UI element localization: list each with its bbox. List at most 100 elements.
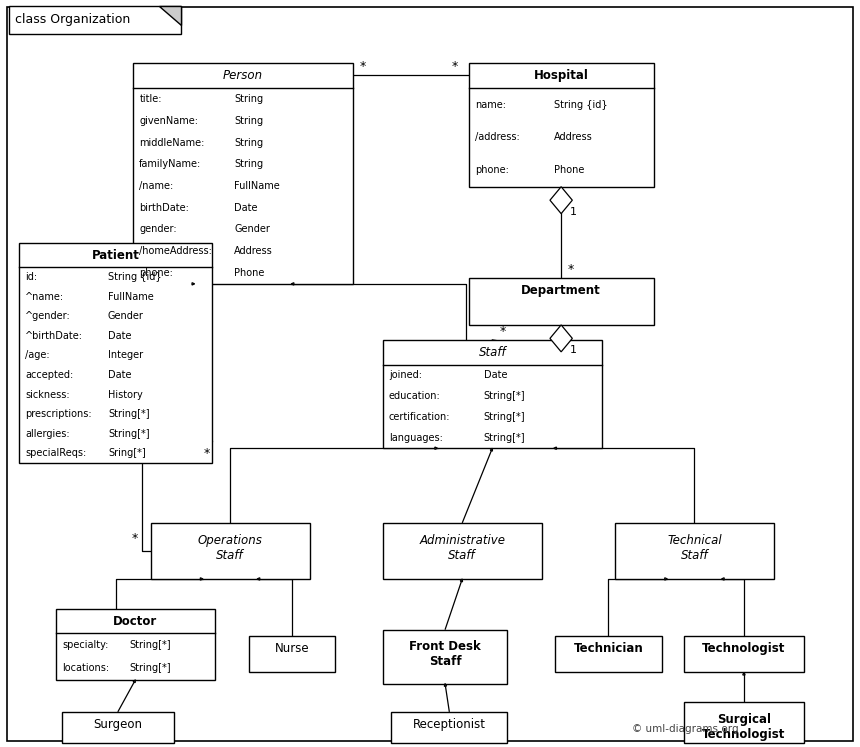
Text: name:: name:	[475, 99, 506, 110]
Text: *: *	[132, 532, 138, 545]
Text: © uml-diagrams.org: © uml-diagrams.org	[632, 724, 739, 734]
Text: /age:: /age:	[25, 350, 50, 361]
FancyBboxPatch shape	[56, 609, 215, 680]
Polygon shape	[292, 282, 294, 285]
Text: Address: Address	[554, 132, 593, 143]
Polygon shape	[722, 577, 724, 580]
Polygon shape	[460, 579, 463, 582]
FancyBboxPatch shape	[383, 340, 602, 448]
Text: Phone: Phone	[554, 165, 584, 176]
Text: Surgeon: Surgeon	[94, 718, 142, 731]
Text: ^birthDate:: ^birthDate:	[25, 331, 83, 341]
Text: String: String	[234, 116, 263, 125]
Text: String[*]: String[*]	[108, 409, 150, 419]
Text: String[*]: String[*]	[129, 640, 171, 650]
FancyBboxPatch shape	[615, 523, 774, 579]
Text: String: String	[234, 159, 263, 170]
FancyBboxPatch shape	[62, 712, 174, 743]
Text: phone:: phone:	[139, 268, 173, 278]
FancyBboxPatch shape	[150, 523, 310, 579]
Text: givenName:: givenName:	[139, 116, 199, 125]
Text: Phone: Phone	[234, 268, 265, 278]
Text: Administrative
Staff: Administrative Staff	[420, 533, 506, 562]
Polygon shape	[200, 577, 203, 580]
FancyBboxPatch shape	[383, 523, 542, 579]
Text: History: History	[108, 390, 143, 400]
FancyBboxPatch shape	[555, 636, 662, 672]
Text: String: String	[234, 94, 263, 104]
FancyBboxPatch shape	[249, 636, 335, 672]
Text: /address:: /address:	[475, 132, 519, 143]
Text: prescriptions:: prescriptions:	[25, 409, 91, 419]
Text: String {id}: String {id}	[108, 272, 162, 282]
FancyBboxPatch shape	[469, 63, 654, 187]
Text: familyName:: familyName:	[139, 159, 201, 170]
Text: Gender: Gender	[108, 311, 144, 321]
Polygon shape	[743, 672, 745, 675]
Text: /homeAddress:: /homeAddress:	[139, 247, 212, 256]
Text: accepted:: accepted:	[25, 370, 73, 380]
Text: Hospital: Hospital	[534, 69, 588, 82]
Text: Technical
Staff: Technical Staff	[667, 533, 722, 562]
Text: Patient: Patient	[92, 249, 139, 261]
Polygon shape	[554, 447, 556, 450]
Text: Person: Person	[223, 69, 263, 82]
Polygon shape	[159, 6, 181, 25]
FancyBboxPatch shape	[391, 712, 507, 743]
Text: languages:: languages:	[389, 433, 443, 443]
Text: Technician: Technician	[574, 642, 643, 655]
Text: /name:: /name:	[139, 181, 174, 191]
Text: ^gender:: ^gender:	[25, 311, 71, 321]
Text: String[*]: String[*]	[483, 412, 525, 422]
Text: Operations
Staff: Operations Staff	[198, 533, 262, 562]
Text: FullName: FullName	[234, 181, 280, 191]
Text: Integer: Integer	[108, 350, 143, 361]
Text: specialty:: specialty:	[62, 640, 108, 650]
Text: phone:: phone:	[475, 165, 508, 176]
Text: birthDate:: birthDate:	[139, 202, 189, 213]
Text: Nurse: Nurse	[275, 642, 310, 655]
Polygon shape	[435, 447, 438, 450]
Text: 1: 1	[570, 345, 577, 356]
Polygon shape	[192, 282, 194, 285]
Text: Date: Date	[483, 370, 507, 380]
Text: Surgical
Technologist: Surgical Technologist	[703, 713, 785, 741]
Polygon shape	[133, 680, 135, 683]
Text: specialReqs:: specialReqs:	[25, 448, 86, 459]
Text: joined:: joined:	[389, 370, 421, 380]
Text: sickness:: sickness:	[25, 390, 70, 400]
Text: *: *	[359, 61, 365, 73]
Text: ^name:: ^name:	[25, 292, 64, 302]
Text: *: *	[452, 61, 458, 73]
Text: Receptionist: Receptionist	[413, 718, 486, 731]
Text: String[*]: String[*]	[483, 391, 525, 401]
Text: education:: education:	[389, 391, 440, 401]
Text: String {id}: String {id}	[554, 99, 607, 110]
Text: String[*]: String[*]	[483, 433, 525, 443]
Text: Department: Department	[521, 284, 601, 297]
Text: FullName: FullName	[108, 292, 154, 302]
FancyBboxPatch shape	[19, 243, 212, 463]
Text: Technologist: Technologist	[703, 642, 785, 655]
Text: Staff: Staff	[478, 346, 507, 359]
Text: Doctor: Doctor	[114, 615, 157, 627]
Text: Date: Date	[108, 370, 132, 380]
FancyBboxPatch shape	[9, 6, 181, 34]
Text: *: *	[568, 264, 574, 276]
Text: String[*]: String[*]	[129, 663, 171, 673]
Text: Address: Address	[234, 247, 273, 256]
Text: middleName:: middleName:	[139, 137, 205, 147]
Text: *: *	[204, 447, 210, 460]
Text: title:: title:	[139, 94, 162, 104]
Text: certification:: certification:	[389, 412, 451, 422]
Text: Date: Date	[234, 202, 258, 213]
Text: String: String	[234, 137, 263, 147]
Text: class Organization: class Organization	[15, 13, 131, 26]
Text: id:: id:	[25, 272, 37, 282]
FancyBboxPatch shape	[684, 702, 804, 743]
Text: Gender: Gender	[234, 225, 270, 235]
Polygon shape	[550, 187, 573, 214]
Text: *: *	[499, 326, 506, 338]
FancyBboxPatch shape	[684, 636, 804, 672]
Text: allergies:: allergies:	[25, 429, 70, 438]
